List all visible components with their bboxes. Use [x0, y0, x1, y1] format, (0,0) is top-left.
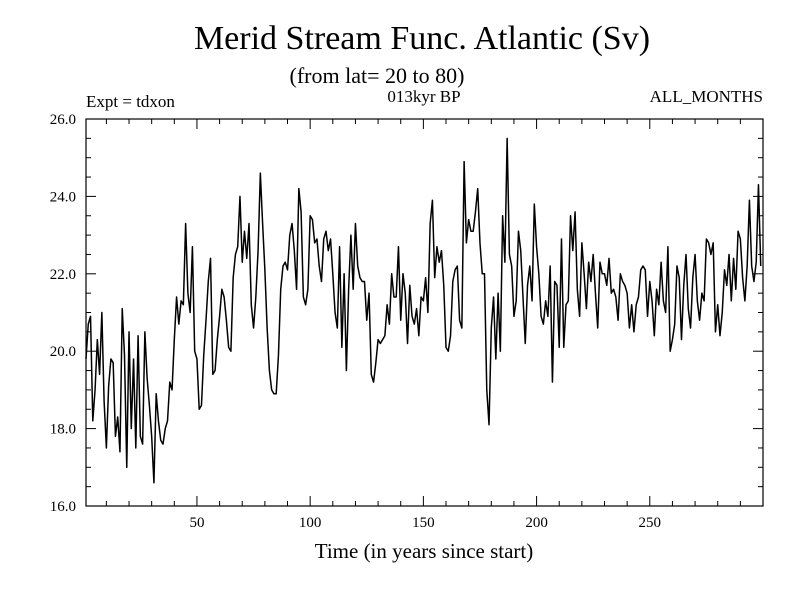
months-label: ALL_MONTHS — [650, 87, 763, 106]
axis-ticks — [86, 118, 764, 507]
plot-frame — [85, 118, 764, 507]
x-tick-label: 200 — [525, 515, 548, 531]
y-tick-label: 22.0 — [50, 267, 76, 283]
y-tick-labels: 16.0 18.0 20.0 22.0 24.0 26.0 — [50, 112, 76, 515]
y-tick-label: 20.0 — [50, 344, 76, 360]
x-tick-labels: 50 100 150 200 250 — [189, 515, 661, 531]
y-tick-label: 26.0 — [50, 112, 76, 128]
chart-subtitle: (from lat= 20 to 80) — [290, 63, 465, 88]
x-tick-label: 150 — [412, 515, 435, 531]
epoch-label: 013kyr BP — [387, 87, 460, 106]
series-line — [85, 137, 762, 484]
y-tick-label: 24.0 — [50, 189, 76, 205]
x-tick-label: 100 — [299, 515, 322, 531]
experiment-label: Expt = tdxon — [86, 92, 175, 111]
x-tick-label: 50 — [189, 515, 204, 531]
y-tick-label: 18.0 — [50, 422, 76, 438]
y-tick-label: 16.0 — [50, 499, 76, 515]
chart-title: Merid Stream Func. Atlantic (Sv) — [194, 20, 650, 57]
x-tick-label: 250 — [639, 515, 662, 531]
x-axis-label: Time (in years since start) — [315, 539, 534, 563]
